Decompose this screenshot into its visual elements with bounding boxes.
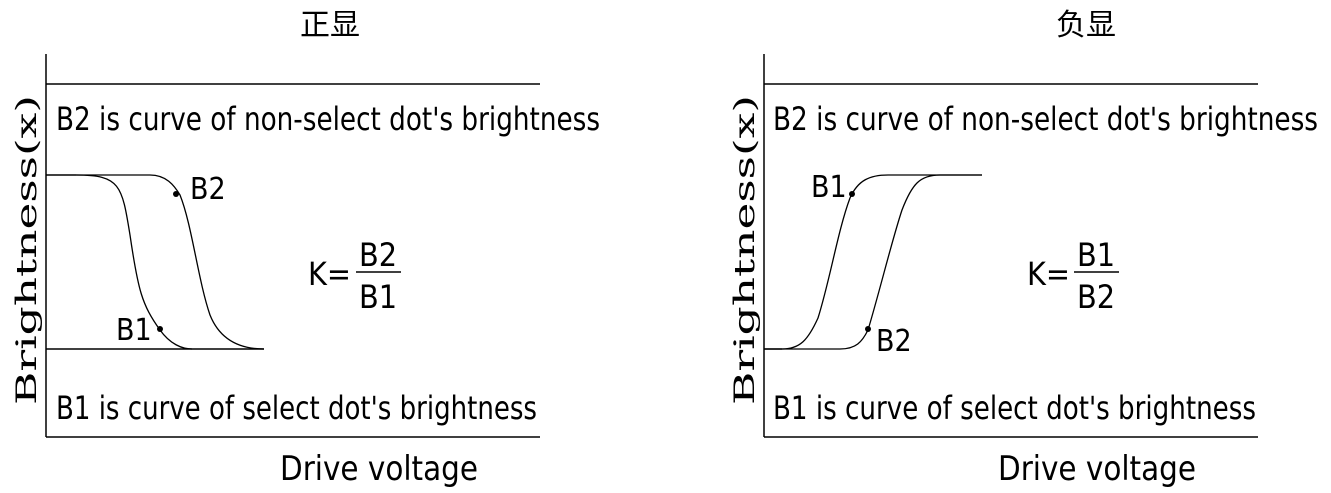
top-note: B2 is curve of non-select dot's brightne… bbox=[56, 100, 600, 138]
curve-label-b2: B2 bbox=[876, 324, 912, 359]
x-axis-label: Drive voltage bbox=[280, 449, 478, 489]
curve-b1 bbox=[75, 174, 193, 350]
b2-marker-dot bbox=[173, 191, 179, 197]
curve-label-b1: B1 bbox=[811, 170, 847, 205]
b1-marker-dot bbox=[849, 191, 855, 197]
formula-prefix: K= bbox=[308, 255, 351, 293]
x-axis-label: Drive voltage bbox=[998, 449, 1196, 489]
panel-title: 负显 bbox=[1056, 8, 1116, 43]
b1-marker-dot bbox=[157, 326, 163, 332]
curve-b1 bbox=[764, 174, 982, 350]
curve-b2 bbox=[782, 174, 982, 350]
formula-denominator: B1 bbox=[359, 278, 397, 316]
panel-title: 正显 bbox=[300, 8, 360, 43]
curve-label-b2: B2 bbox=[190, 172, 226, 207]
formula-numerator: B1 bbox=[1077, 236, 1115, 274]
panel-positive-display: 正显 B2 B1 B2 is curve of non-select dot's… bbox=[10, 8, 600, 489]
y-axis-label: Brightness(x) bbox=[728, 95, 761, 405]
curve-b2 bbox=[76, 174, 265, 350]
formula-denominator: B2 bbox=[1077, 278, 1115, 316]
y-axis-label: Brightness(x) bbox=[10, 95, 43, 405]
panel-negative-display: 负显 B1 B2 B2 is curve of non-select dot's… bbox=[728, 8, 1318, 489]
top-note: B2 is curve of non-select dot's brightne… bbox=[773, 100, 1318, 138]
b2-marker-dot bbox=[865, 326, 871, 332]
bottom-note: B1 is curve of select dot's brightness bbox=[56, 389, 537, 427]
formula-prefix: K= bbox=[1027, 255, 1070, 293]
bottom-note: B1 is curve of select dot's brightness bbox=[773, 389, 1256, 427]
curve-label-b1: B1 bbox=[116, 313, 152, 348]
formula-numerator: B2 bbox=[359, 236, 397, 274]
